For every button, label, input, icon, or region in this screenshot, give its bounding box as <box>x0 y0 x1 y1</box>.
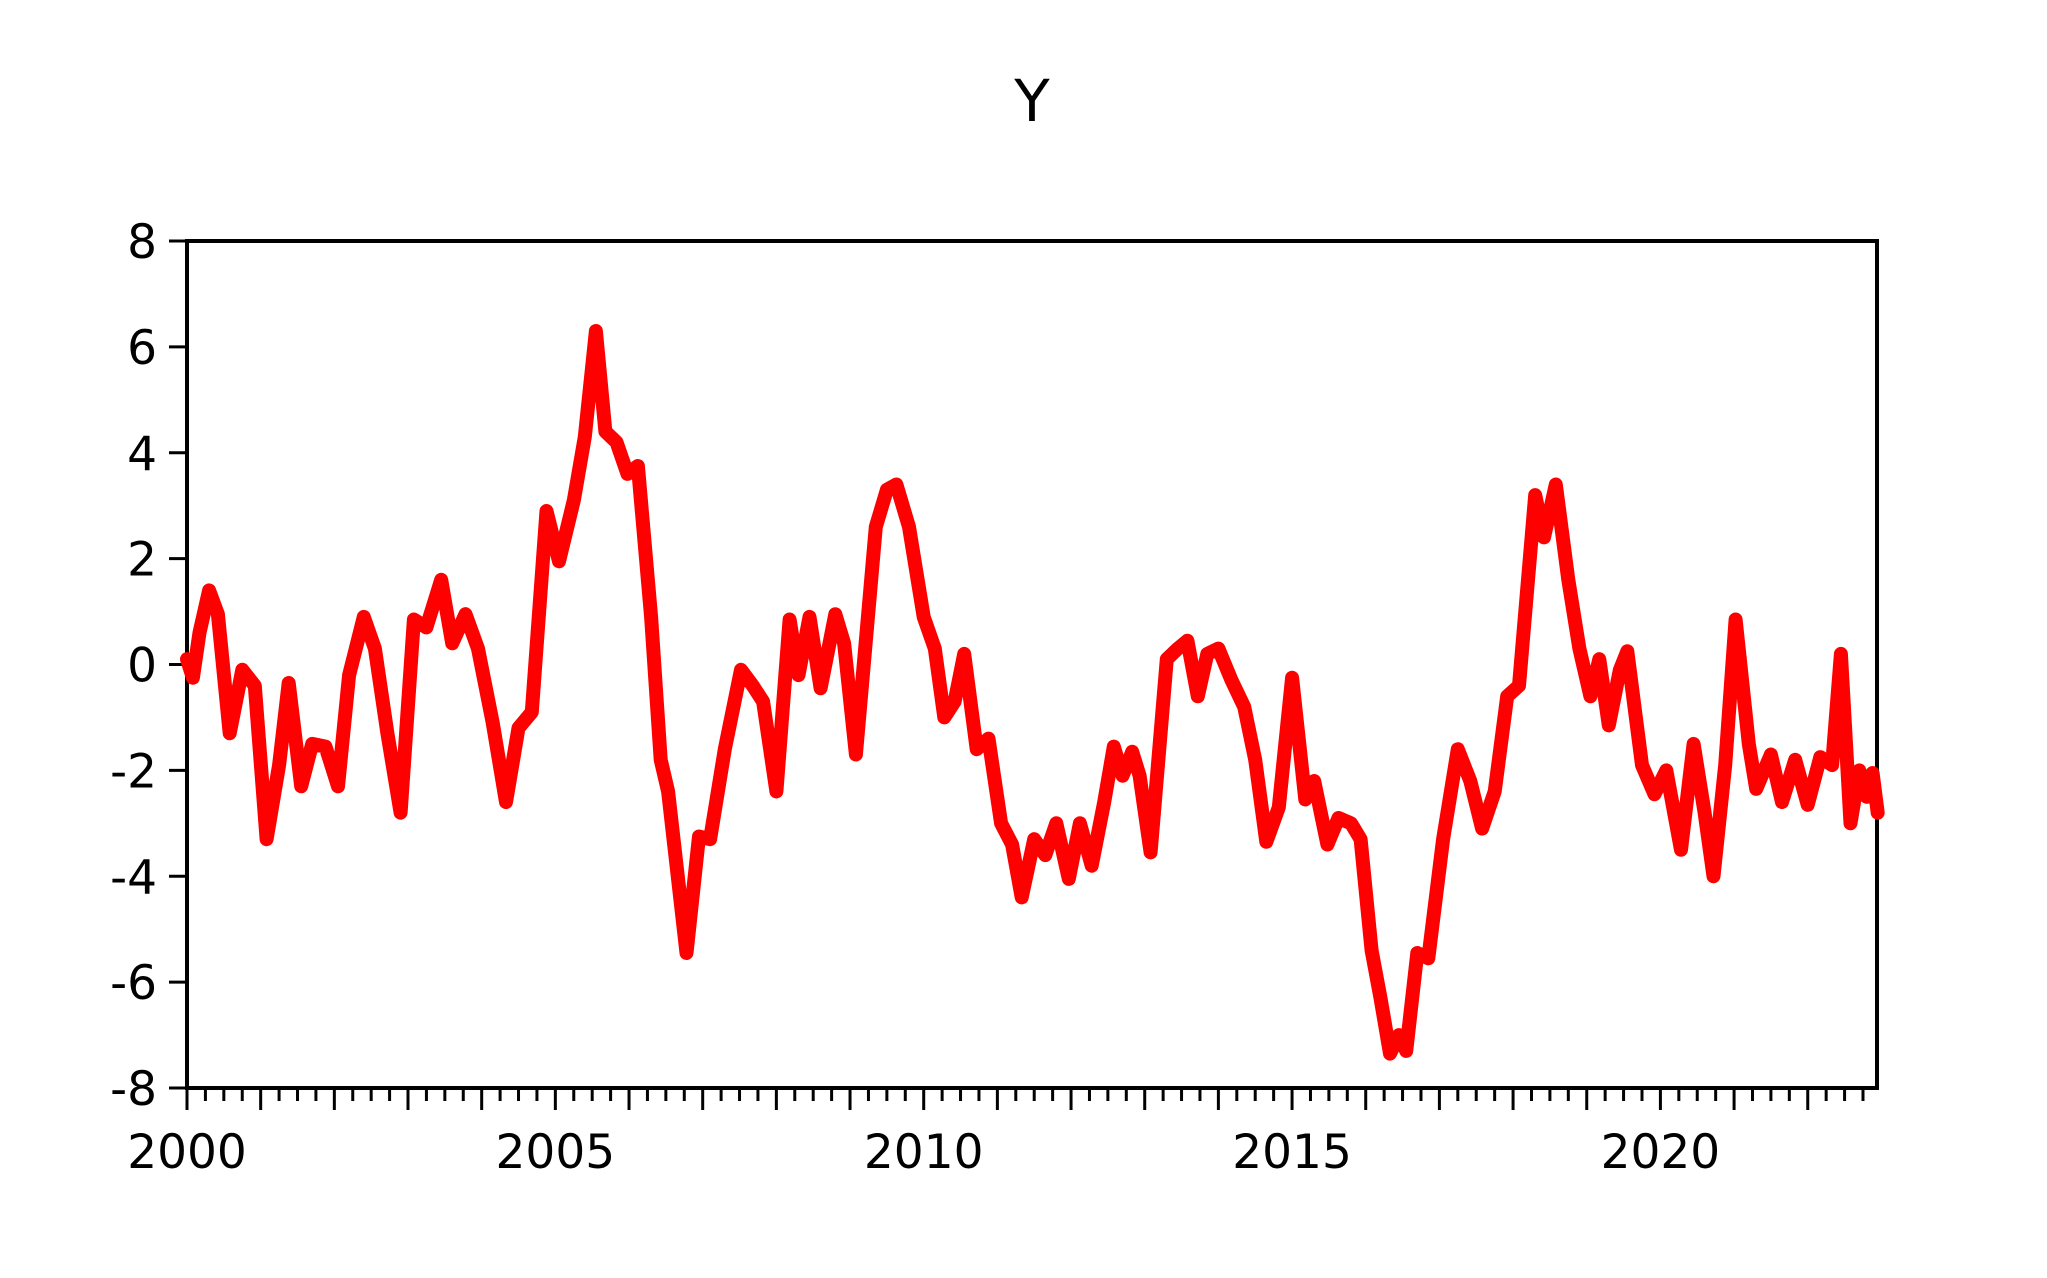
x-axis-tick-label: 2010 <box>864 1125 984 1180</box>
chart-title: Y <box>1014 67 1050 135</box>
y-axis-tick-label: -6 <box>110 956 157 1011</box>
x-axis-tick-label: 2000 <box>127 1125 247 1180</box>
x-axis-tick-label: 2015 <box>1232 1125 1352 1180</box>
y-axis-tick-label: -4 <box>110 850 157 905</box>
y-axis-tick-label: 6 <box>127 321 157 376</box>
y-axis-tick-label: 8 <box>127 215 157 270</box>
x-axis-tick-label: 2005 <box>496 1125 616 1180</box>
y-axis-tick-label: 4 <box>127 427 157 482</box>
y-axis-tick-label: -8 <box>110 1062 157 1117</box>
y-axis-tick-label: 0 <box>127 639 157 694</box>
y-axis-tick-label: -2 <box>110 744 157 799</box>
data-series-line <box>180 324 1885 1061</box>
x-axis-tick-label: 2020 <box>1601 1125 1721 1180</box>
y-axis-tick-label: 2 <box>127 533 157 588</box>
